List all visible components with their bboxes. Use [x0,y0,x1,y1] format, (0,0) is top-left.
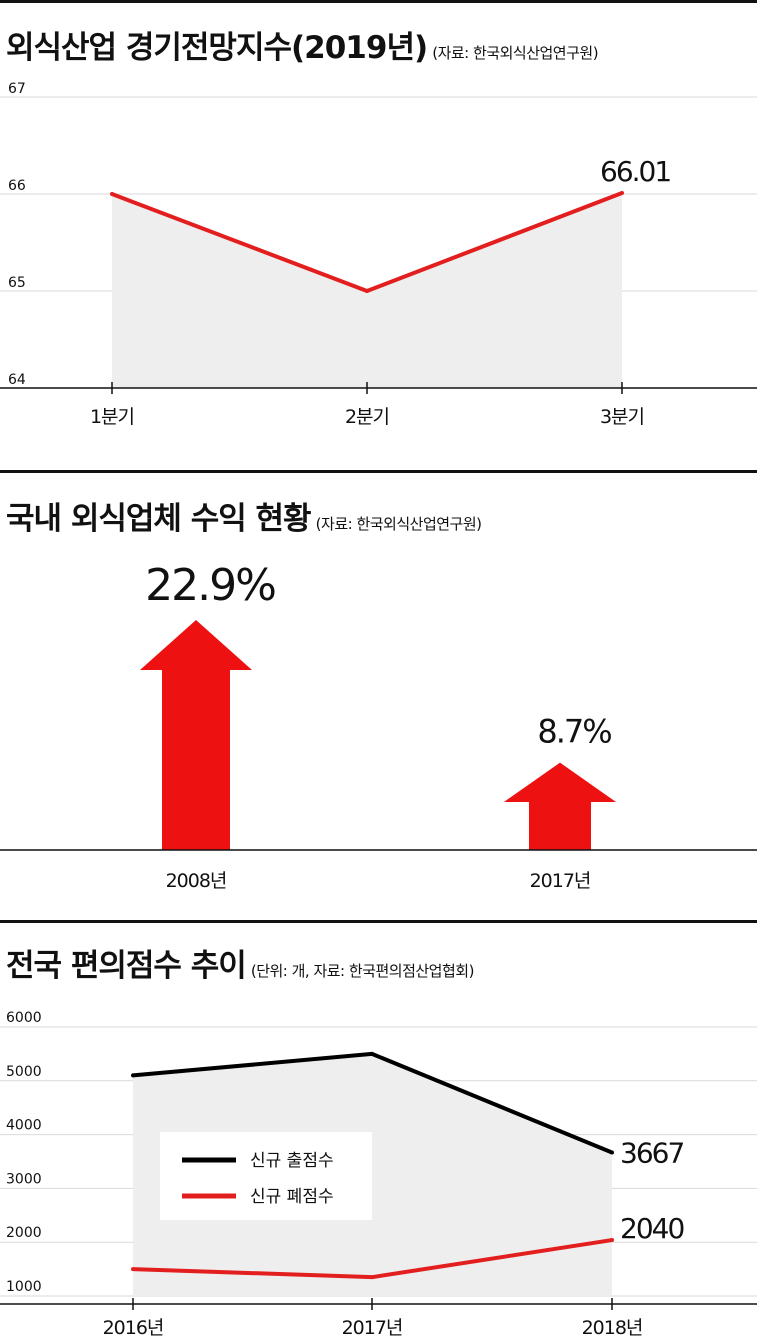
data-point [620,191,624,196]
chart1-bottom-rule [0,470,757,473]
y-tick-label: 1000 [6,1279,42,1295]
x-tick-label: 2017년 [530,870,591,892]
legend-label: 신규 출점수 [250,1151,334,1171]
value-label: 3667 [620,1137,683,1170]
chart2-bottom-rule [0,920,757,923]
data-point [370,1051,374,1056]
y-tick-label: 6000 [6,1010,42,1026]
arrow-bar [504,762,616,850]
value-label: 8.7% [537,713,611,751]
x-tick-label: 2017년 [342,1317,403,1339]
chart3-title-block: 전국 편의점수 추이 (단위: 개, 자료: 한국편의점산업협회) [6,940,474,985]
y-tick-label: 66 [8,178,26,194]
x-tick-label: 2분기 [345,406,389,428]
chart3-title: 전국 편의점수 추이 [6,948,247,984]
y-tick-label: 67 [8,81,26,97]
top-rule [0,0,757,3]
y-tick-label: 2000 [6,1225,42,1241]
y-tick-label: 65 [8,275,26,291]
x-tick-label: 2018년 [582,1317,643,1339]
data-point [365,289,369,293]
chart1-svg: 64 65 66 67 1분기 2분기 3분기 66.01 [0,81,757,428]
x-tick-label: 1분기 [90,406,134,428]
arrow-bar [140,620,252,850]
data-point [610,1238,614,1243]
chart1-title: 외식산업 경기전망지수(2019년) [6,30,428,66]
x-tick-label: 2016년 [103,1317,164,1339]
data-point [110,192,114,196]
y-tick-label: 3000 [6,1171,42,1187]
legend-box [160,1132,372,1220]
chart3-source: (단위: 개, 자료: 한국편의점산업협회) [250,962,475,980]
y-tick-label: 64 [8,372,26,388]
legend-label: 신규 폐점수 [250,1187,334,1207]
chart1-source: (자료: 한국외식산업연구원) [432,44,599,62]
y-tick-label: 5000 [6,1064,42,1080]
y-tick-label: 4000 [6,1118,42,1134]
x-tick-label: 3분기 [600,406,644,428]
chart2-title: 국내 외식업체 수익 현황 [6,501,312,537]
x-tick-label: 2008년 [166,870,227,892]
data-point [610,1150,614,1155]
chart2-source: (자료: 한국외식산업연구원) [315,515,482,533]
chart1-title-block: 외식산업 경기전망지수(2019년) (자료: 한국외식산업연구원) [6,22,599,67]
area-fill [133,1053,612,1296]
data-point [370,1275,374,1280]
value-label: 2040 [620,1212,683,1245]
data-point [131,1073,135,1078]
value-label: 66.01 [600,155,670,188]
area-fill [112,193,622,388]
chart2-svg: 22.9% 2008년 8.7% 2017년 [0,560,757,892]
data-point [131,1267,135,1272]
value-label: 22.9% [145,560,275,611]
chart2-title-block: 국내 외식업체 수익 현황 (자료: 한국외식산업연구원) [6,493,482,538]
